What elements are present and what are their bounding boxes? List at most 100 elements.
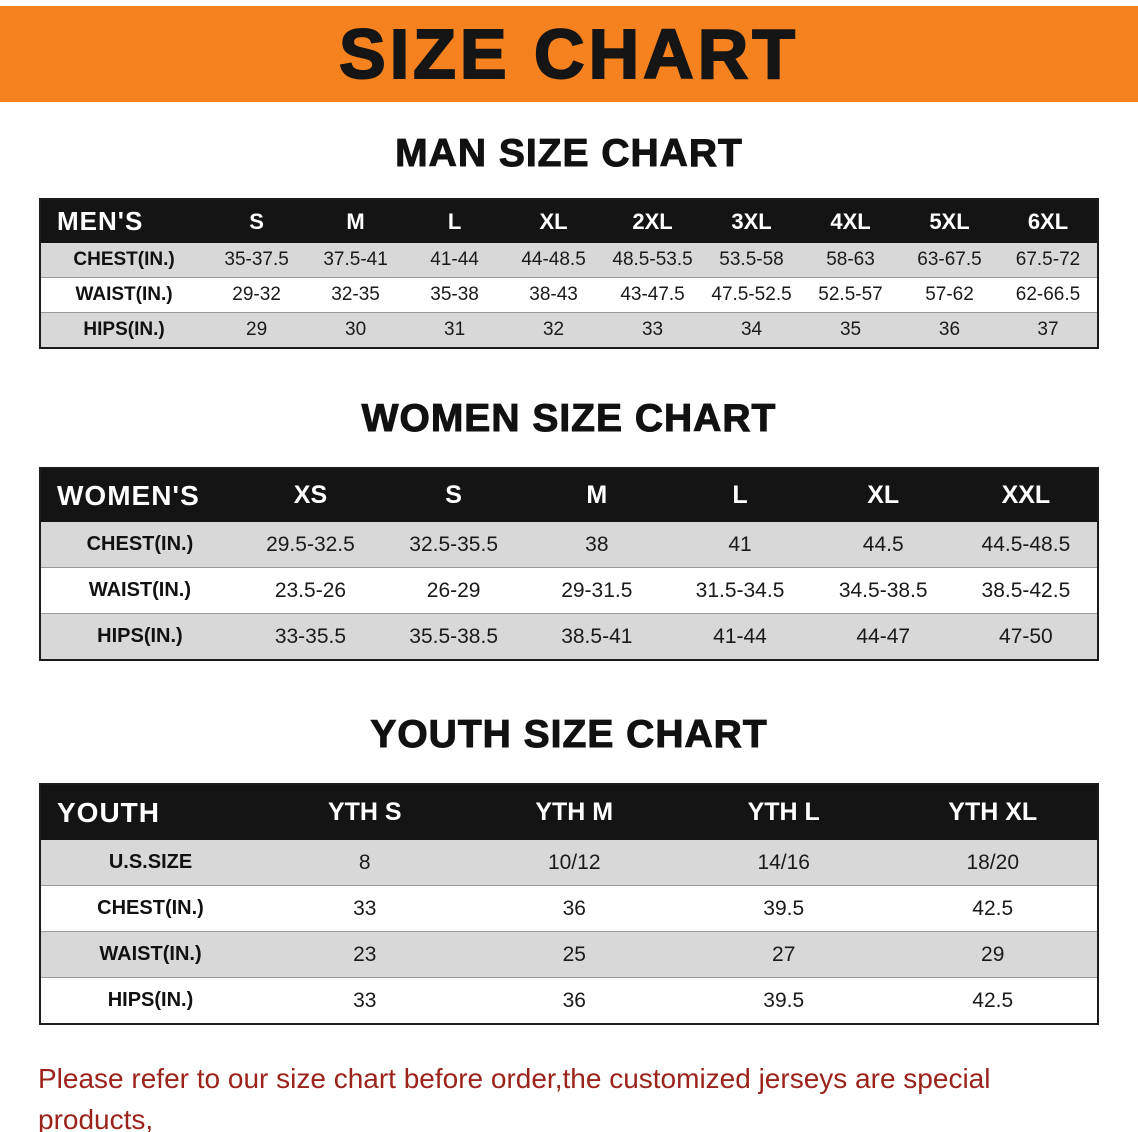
size-column-header: YTH M [535,798,614,826]
measurement-value: 38.5-42.5 [954,567,1098,614]
size-column-header: YTH XL [948,798,1038,826]
measurement-value: 39.5 [678,977,889,1025]
measurement-value: 48.5-53.5 [603,243,703,278]
measurement-value: 32.5-35.5 [382,522,526,568]
measurement-value: 47.5-52.5 [702,277,802,313]
measurement-value: 67.5-72 [998,243,1098,278]
measurement-value: 38.5-41 [525,613,669,661]
measurement-value: 10/12 [469,840,679,886]
measurement-label: HIPS(IN.) [40,312,208,349]
youth-size-table: YOUTH YTH S YTH M YTH L YTH XL U.S.SIZE 8 10/12… [39,783,1099,1025]
women-size-chart-heading: WOMEN SIZE CHART [361,397,777,441]
measurement-value: 31 [405,312,505,349]
size-column-header: L [447,208,462,234]
measurement-row: HIPS(IN.) 33-35.5 35.5-38.5 38.5-41 41-44 44-… [40,613,1098,661]
measurement-value: 41-44 [405,243,505,278]
measurement-label: WAIST(IN.) [40,931,261,978]
measurement-row: WAIST(IN.) 29-32 32-35 35-38 38-43 43-47.5 47.… [40,277,1098,313]
measurement-label: WAIST(IN.) [40,567,239,614]
measurement-value: 32-35 [306,277,406,313]
measurement-value: 36 [469,977,679,1025]
size-column-header: 5XL [929,208,970,234]
measurement-label: HIPS(IN.) [40,613,239,661]
size-column-header: M [346,208,365,234]
table-header-row: WOMEN'S XS S M L XL XXL [40,468,1098,522]
measurement-value: 52.5-57 [801,277,900,313]
measurement-value: 27 [678,931,889,978]
measurement-row: WAIST(IN.) 23 25 27 29 [40,931,1098,978]
measurement-value: 35-37.5 [207,243,307,278]
measurement-value: 33-35.5 [238,613,383,661]
measurement-value: 31.5-34.5 [668,567,812,614]
footer-note-line-1: Please refer to our size chart before or… [38,1063,991,1132]
measurement-value: 43-47.5 [603,277,703,313]
measurement-value: 33 [260,977,470,1025]
measurement-value: 35 [801,312,900,349]
size-column-header: 2XL [632,208,673,234]
measurement-value: 39.5 [678,885,889,932]
size-column-header: M [586,481,608,509]
footer-note: Please refer to our size chart before or… [38,1059,1100,1132]
measurement-label: CHEST(IN.) [40,243,208,278]
measurement-value: 35-38 [405,277,505,313]
table-header-row: YOUTH YTH S YTH M YTH L YTH XL [40,784,1098,840]
measurement-value: 34.5-38.5 [811,567,955,614]
measurement-label: U.S.SIZE [40,840,261,886]
measurement-value: 29 [888,931,1098,978]
table-header-row: MEN'S S M L XL 2XL 3XL 4XL 5XL 6XL [40,199,1098,243]
measurement-label: CHEST(IN.) [40,522,239,568]
measurement-value: 38-43 [504,277,604,313]
banner-title: SIZE CHART [338,14,799,94]
measurement-value: 47-50 [954,613,1098,661]
measurement-value: 44-47 [811,613,955,661]
measurement-row: CHEST(IN.) 33 36 39.5 42.5 [40,885,1098,932]
measurement-value: 23 [260,931,470,978]
measurement-value: 34 [702,312,802,349]
size-column-header: S [445,481,462,509]
size-column-header: XXL [1001,481,1051,509]
measurement-row: WAIST(IN.) 23.5-26 26-29 29-31.5 31.5-34.5 34… [40,567,1098,614]
measurement-value: 29-32 [207,277,307,313]
measurement-row: CHEST(IN.) 29.5-32.5 32.5-35.5 38 41 44.5 44.5… [40,522,1098,568]
size-column-header: 6XL [1027,208,1069,234]
measurement-value: 35.5-38.5 [382,613,526,661]
measurement-value: 42.5 [888,977,1098,1025]
measurement-row: CHEST(IN.) 35-37.5 37.5-41 41-44 44-48.5 48.5… [40,243,1098,278]
size-column-header: XS [293,481,328,509]
size-column-header: 4XL [830,208,871,234]
measurement-row: HIPS(IN.) 29 30 31 32 33 34 35 36 37 [40,312,1098,349]
size-column-header: YTH L [747,798,820,826]
measurement-value: 44.5-48.5 [954,522,1098,568]
youth-size-chart-heading: YOUTH SIZE CHART [370,713,768,757]
measurement-value: 44-48.5 [504,243,604,278]
banner: SIZE CHART [0,6,1138,102]
measurement-value: 33 [260,885,470,932]
size-column-header: L [732,481,748,509]
measurement-value: 57-62 [900,277,999,313]
size-column-header: XL [539,208,568,234]
men-size-table: MEN'S S M L XL 2XL 3XL 4XL 5XL 6XL CHEST(IN.) 35-37… [39,198,1099,349]
measurement-value: 58-63 [801,243,900,278]
table-title-cell: WOMEN'S [57,479,200,511]
measurement-value: 8 [260,840,470,886]
man-size-chart-heading: MAN SIZE CHART [395,132,743,176]
size-column-header: XL [867,481,900,509]
measurement-value: 30 [306,312,406,349]
measurement-value: 62-66.5 [998,277,1098,313]
table-title-cell: MEN'S [57,206,144,236]
measurement-value: 32 [504,312,604,349]
measurement-value: 29-31.5 [525,567,669,614]
women-size-table: WOMEN'S XS S M L XL XXL CHEST(IN.) 29.5-32.5 32.5… [39,467,1099,661]
table-title-cell: YOUTH [57,796,160,828]
measurement-value: 42.5 [888,885,1098,932]
measurement-value: 36 [900,312,999,349]
measurement-label: WAIST(IN.) [40,277,208,313]
measurement-row: HIPS(IN.) 33 36 39.5 42.5 [40,977,1098,1025]
measurement-value: 25 [469,931,679,978]
size-column-header: YTH S [327,798,402,826]
measurement-value: 33 [603,312,703,349]
measurement-value: 37.5-41 [306,243,406,278]
measurement-value: 41-44 [668,613,812,661]
measurement-value: 29.5-32.5 [238,522,383,568]
measurement-value: 63-67.5 [900,243,999,278]
